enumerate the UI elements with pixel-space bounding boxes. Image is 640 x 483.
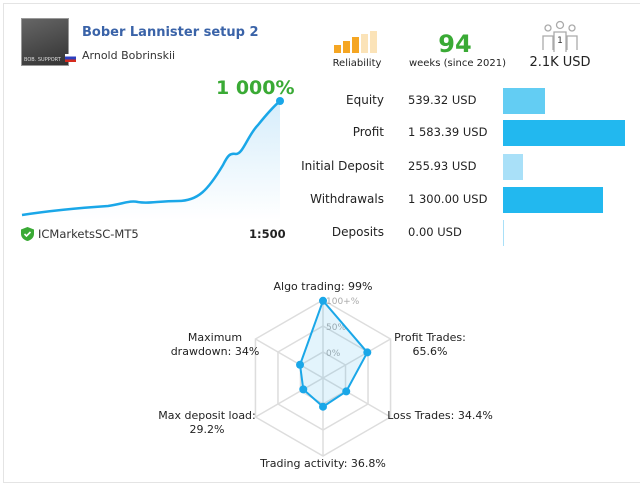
radar-axis-label: Maximum drawdown: 34% — [170, 331, 260, 358]
stat-label: Withdrawals — [310, 192, 384, 206]
stat-value: 539.32 USD — [408, 93, 477, 107]
stat-label: Profit — [352, 125, 384, 139]
stat-bar — [503, 88, 545, 114]
growth-endpoint — [276, 97, 284, 105]
radar-spoke — [255, 338, 324, 379]
radar-spoke — [322, 338, 391, 379]
radar-ring-label: 0% — [326, 349, 341, 359]
stat-bar — [503, 120, 625, 146]
radar-ring-label: 50% — [326, 323, 346, 333]
verified-shield-icon — [21, 227, 34, 241]
reliability-bars-icon — [334, 31, 377, 53]
radar-spoke — [255, 377, 324, 418]
radar-chart: 100+% 50% 0% — [254, 296, 392, 457]
stat-label: Deposits — [331, 225, 384, 239]
radar-axis-label: Profit Trades: 65.6% — [394, 331, 466, 358]
radar-point — [319, 296, 327, 305]
stat-bar — [503, 154, 523, 180]
growth-chart — [21, 97, 284, 220]
growth-line — [21, 100, 281, 217]
radar-axis-label: Trading activity: 36.8% — [260, 457, 386, 470]
subscribers-icon: 1 — [542, 20, 578, 52]
stat-label: Initial Deposit — [301, 159, 384, 173]
leverage: 1:500 — [249, 227, 286, 241]
stat-value: 1 583.39 USD — [408, 125, 488, 139]
avatar[interactable]: BOB. SUPPORT — [21, 18, 69, 66]
radar-ring-label: 100+% — [326, 297, 360, 307]
radar-axis-label: Loss Trades: 34.4% — [387, 409, 493, 422]
subscribers-count: 1 — [557, 36, 563, 46]
radar-point — [363, 348, 372, 357]
radar-area — [299, 298, 369, 408]
weeks-value: 94 — [438, 30, 472, 58]
russia-flag-icon — [65, 54, 76, 62]
avatar-text: BOB. SUPPORT — [24, 57, 61, 63]
broker-server[interactable]: ICMarketsSC-MT5 — [38, 227, 139, 241]
radar-point — [296, 360, 305, 369]
radar-point — [299, 385, 308, 394]
stat-bar — [503, 187, 604, 213]
radar-point — [342, 387, 351, 396]
stat-value: 1 300.00 USD — [408, 192, 488, 206]
weeks-label: weeks (since 2021) — [408, 58, 507, 69]
radar-point — [319, 402, 327, 411]
stat-label: Equity — [346, 93, 384, 107]
radar-axis-label: Algo trading: 99% — [273, 280, 373, 293]
growth-area — [22, 101, 280, 220]
signal-title[interactable]: Bober Lannister setup 2 — [82, 25, 259, 40]
subscription-price: 2.1K USD — [529, 55, 591, 70]
author-name[interactable]: Arnold Bobrinskii — [82, 49, 176, 62]
reliability-label: Reliability — [332, 58, 382, 69]
stat-value: 255.93 USD — [408, 159, 477, 173]
stat-bar — [503, 220, 504, 246]
radar-axis-label: Max deposit load: 29.2% — [158, 409, 256, 436]
radar-spoke — [322, 377, 391, 418]
stat-value: 0.00 USD — [408, 225, 462, 239]
growth-value: 1 000% — [216, 77, 295, 99]
